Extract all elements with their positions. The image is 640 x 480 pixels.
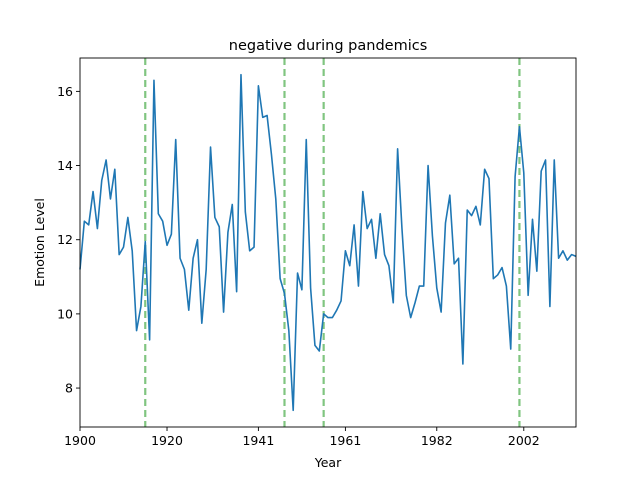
y-axis: 8 10 12 14 16: [57, 84, 80, 396]
y-tick-label: 8: [65, 381, 73, 396]
pandemic-markers: [144, 58, 521, 427]
y-tick-label: 16: [57, 84, 73, 99]
x-tick-label: 2002: [508, 433, 540, 448]
x-axis-label: Year: [314, 455, 342, 470]
x-axis: 1900 1920 1941 1961 1982 2002: [64, 427, 540, 448]
x-tick-label: 1920: [151, 433, 183, 448]
x-tick-label: 1982: [421, 433, 453, 448]
y-tick-label: 10: [57, 306, 73, 321]
y-axis-label: Emotion Level: [32, 198, 47, 287]
y-tick-label: 12: [57, 232, 73, 247]
x-tick-label: 1900: [64, 433, 96, 448]
y-tick-label: 14: [57, 158, 73, 173]
chart-title: negative during pandemics: [229, 38, 428, 54]
series-line: [79, 73, 577, 412]
x-tick-label: 1941: [242, 433, 274, 448]
plot-frame: [79, 57, 577, 428]
x-tick-label: 1961: [329, 433, 361, 448]
